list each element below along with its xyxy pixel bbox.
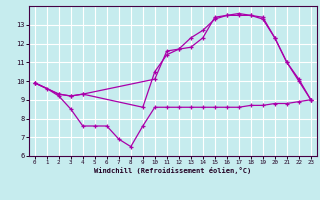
X-axis label: Windchill (Refroidissement éolien,°C): Windchill (Refroidissement éolien,°C): [94, 167, 252, 174]
